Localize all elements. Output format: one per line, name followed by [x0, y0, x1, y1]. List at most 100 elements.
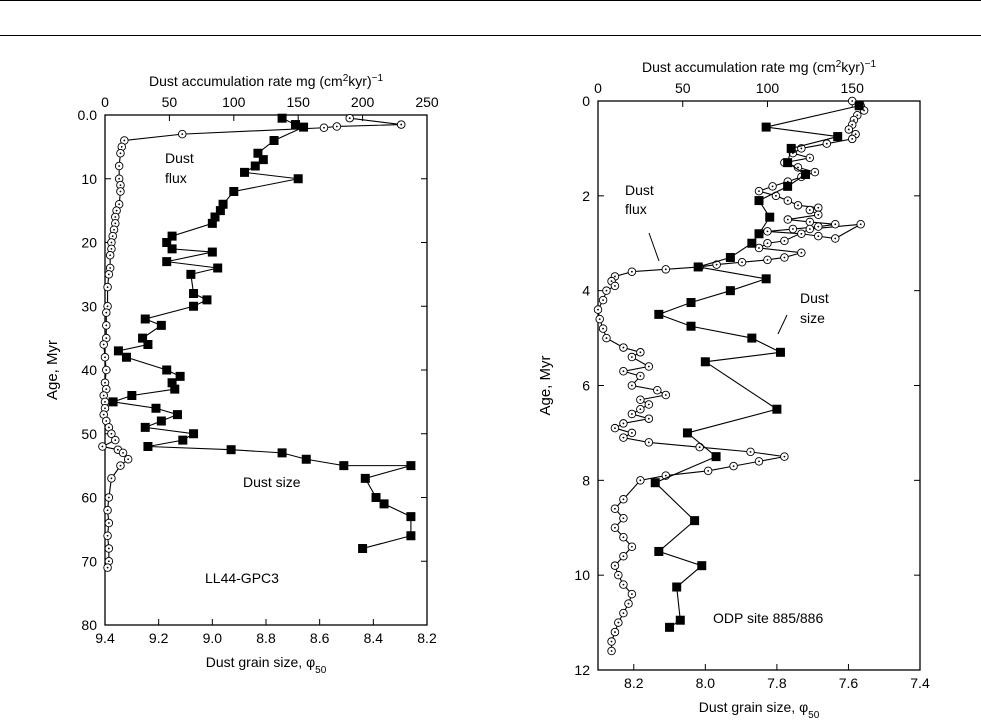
dust-flux-point [598, 295, 608, 305]
dust-size-point [202, 295, 212, 305]
y-tick-label: 50 [81, 426, 97, 442]
dust-flux-marker-dot [622, 536, 625, 539]
dust-flux-point [610, 281, 620, 291]
dust-flux-point [805, 153, 815, 163]
dust-flux-marker-dot [104, 356, 106, 359]
dust-size-point [277, 448, 287, 458]
dust-size-point [167, 378, 177, 388]
bottom-axis-title: Dust grain size, φ50 [699, 699, 820, 720]
dust-flux-point [619, 495, 628, 504]
dust-flux-point [627, 352, 637, 362]
dust-flux-marker-dot [104, 400, 106, 403]
dust-flux-point [703, 466, 713, 476]
annotation-pointer [648, 232, 660, 262]
dust-flux-marker-dot [107, 426, 110, 429]
dust-flux-point [783, 196, 793, 205]
dust-flux-marker-dot [758, 190, 760, 192]
dust-flux-marker-dot [622, 370, 625, 373]
dust-size-point [406, 531, 416, 541]
dust-flux-point [104, 493, 114, 502]
dust-size-point [172, 410, 182, 420]
dust-flux-point [99, 391, 108, 400]
dust-flux-point [619, 419, 628, 428]
dust-size-point [253, 148, 263, 158]
dust-flux-marker-dot [622, 346, 625, 349]
dust-flux-point [754, 243, 764, 253]
dust-flux-marker-dot [639, 398, 642, 401]
dust-flux-point [610, 627, 620, 637]
series-annotation: Dust [625, 182, 654, 198]
dust-size-point [301, 454, 311, 464]
dust-flux-marker-dot [106, 534, 109, 537]
dust-flux-point [107, 474, 116, 483]
dust-flux-point [116, 148, 125, 158]
dust-flux-marker-dot [107, 522, 110, 524]
dust-flux-marker-dot [614, 564, 616, 567]
y-tick-label: 0 [582, 93, 590, 109]
dust-size-point [121, 352, 131, 362]
dust-flux-marker-dot [853, 119, 855, 121]
dust-flux-marker-dot [766, 242, 769, 245]
y-tick-label: 30 [81, 298, 97, 314]
dust-flux-point [619, 532, 628, 542]
top-axis-title: Dust accumulation rate mg (cm2kyr)−1 [642, 59, 876, 76]
dust-flux-point [116, 180, 125, 190]
dust-size-point [138, 333, 148, 343]
dust-flux-marker-dot [647, 441, 650, 444]
dust-size-point [127, 391, 137, 400]
dust-size-point [170, 384, 180, 394]
dust-flux-point [636, 371, 645, 381]
dust-flux-marker-dot [107, 547, 110, 550]
dust-flux-point [602, 286, 611, 295]
dust-flux-point [598, 324, 608, 333]
dust-flux-marker-dot [127, 458, 130, 461]
dust-size-point [754, 229, 764, 239]
dust-flux-point [636, 476, 645, 485]
dust-flux-point [780, 236, 789, 246]
dust-flux-point [100, 378, 110, 388]
dust-flux-marker-dot [110, 432, 113, 435]
dust-size-point [213, 263, 223, 273]
bottom-tick-label: 8.6 [310, 630, 330, 646]
dust-flux-marker-dot [610, 640, 613, 643]
dust-flux-marker-dot [800, 251, 803, 254]
dust-flux-point [100, 353, 110, 362]
dust-flux-marker-dot [851, 100, 854, 102]
dust-flux-point [98, 442, 107, 451]
dust-size-point [654, 309, 664, 319]
bottom-tick-label: 8.2 [417, 630, 437, 646]
dust-flux-marker-dot [614, 427, 616, 430]
dust-size-point [162, 365, 172, 375]
dust-flux-marker-dot [800, 232, 803, 235]
dust-flux-point [763, 255, 772, 265]
bottom-tick-label: 9.4 [95, 630, 115, 646]
dust-flux-marker-dot [610, 280, 613, 283]
dust-flux-point [644, 438, 654, 447]
dust-flux-point [610, 523, 620, 533]
dust-size-point [156, 416, 166, 426]
dust-flux-point [178, 129, 187, 139]
dust-flux-point [780, 452, 789, 461]
dust-flux-marker-dot [110, 241, 113, 244]
dust-size-point [143, 340, 153, 349]
header-rule [0, 35, 981, 36]
top-tick-label: 50 [675, 80, 691, 96]
dust-flux-marker-dot [817, 235, 820, 238]
dust-flux-marker-dot [610, 650, 613, 652]
dust-flux-marker-dot [102, 343, 105, 346]
dust-flux-marker-dot [107, 496, 110, 499]
dust-flux-point [607, 637, 616, 646]
dust-flux-point [104, 544, 114, 553]
dust-flux-point [117, 142, 126, 152]
series-annotation: Dust [800, 290, 829, 306]
bottom-tick-label: 8.4 [364, 630, 384, 646]
top-tick-label: 150 [287, 94, 311, 110]
dust-flux-point [793, 163, 803, 172]
dust-flux-marker-dot [105, 369, 108, 371]
dust-flux-marker-dot [110, 247, 113, 250]
dust-flux-point [104, 270, 114, 279]
left-panel-chart: 0 50 100 150 200 250 9.4 9.2 9.0 8.8 8.6 8.4 8.2 0.0 1… [44, 73, 439, 676]
dust-size-point [189, 429, 199, 439]
right-panel-chart: 0 50 100 150 8.2 8.0 7.8 7.6 7.4 0 2 4 6 8 10 12 Dust ac… [537, 59, 930, 720]
dust-flux-marker-dot [698, 446, 701, 449]
